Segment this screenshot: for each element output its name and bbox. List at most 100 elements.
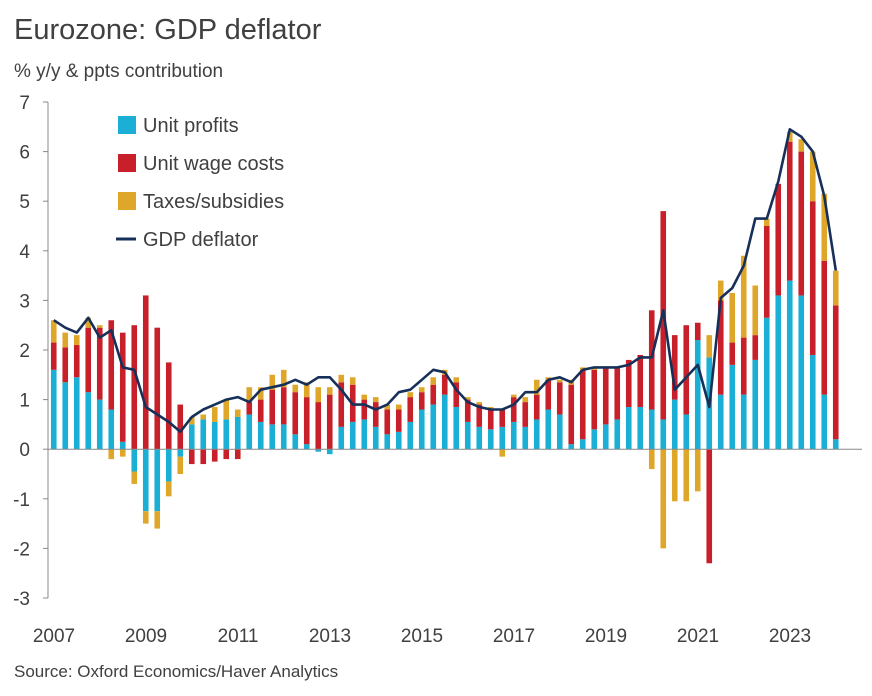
bar-unit-profits [430,404,437,450]
x-tick-label: 2009 [125,626,167,647]
bar-unit-profits [372,426,379,450]
bar-unit-profits [142,449,149,512]
bar-unit-profits [223,419,230,450]
bar-taxes-subsidies [96,325,103,328]
bar-taxes-subsidies [407,392,414,398]
bar-unit-profits [510,421,517,450]
bar-unit-wage-costs [200,449,207,465]
bar-taxes-subsidies [372,397,379,403]
bar-taxes-subsidies [556,379,563,383]
bar-taxes-subsidies [499,449,506,457]
bar-taxes-subsidies [430,377,437,385]
bar-unit-wage-costs [142,295,149,450]
bar-unit-wage-costs [637,354,644,408]
bar-unit-profits [763,317,770,450]
bar-unit-wage-costs [177,404,184,450]
bar-unit-profits [131,449,138,472]
bar-unit-profits [786,280,793,450]
bar-taxes-subsidies [706,335,713,358]
y-tick-label: 4 [19,242,30,263]
bar-taxes-subsidies [476,402,483,405]
legend-swatch-taxes-subsidies [118,192,136,210]
bar-taxes-subsidies [533,379,540,395]
bar-taxes-subsidies [200,414,207,420]
bar-unit-wage-costs [487,409,494,430]
bar-taxes-subsidies [717,280,724,301]
bar-unit-profits [671,399,678,450]
bar-unit-profits [752,359,759,450]
bar-unit-profits [361,419,368,450]
bar-taxes-subsidies [821,193,828,261]
bar-unit-profits [832,439,839,450]
bar-unit-wage-costs [591,369,598,430]
bar-unit-profits [453,407,460,450]
bar-taxes-subsidies [177,456,184,474]
bar-unit-wage-costs [717,300,724,395]
bar-unit-profits [591,429,598,450]
legend-swatch-unit-wage-costs [118,154,136,172]
bar-taxes-subsidies [648,449,655,470]
x-tick-label: 2013 [309,626,351,647]
gdp-deflator-line [53,128,838,434]
bar-unit-profits [476,426,483,450]
y-tick-label: 2 [19,341,30,362]
legend-label: Taxes/subsidies [143,191,284,213]
bar-taxes-subsidies [257,387,264,400]
y-tick-label: 6 [19,143,30,164]
bar-unit-wage-costs [395,409,402,432]
bar-unit-profits [625,407,632,450]
bar-taxes-subsidies [763,218,770,226]
bar-taxes-subsidies [142,511,149,524]
bar-unit-wage-costs [533,394,540,420]
bar-taxes-subsidies [326,387,333,395]
y-tick-label: 5 [19,192,30,213]
bar-taxes-subsidies [809,151,816,202]
x-tick-label: 2023 [769,626,811,647]
bar-taxes-subsidies [154,511,161,529]
bar-unit-wage-costs [119,332,126,442]
bar-unit-wage-costs [522,402,529,427]
bar-unit-wage-costs [338,382,345,427]
bar-unit-wage-costs [798,151,805,296]
bar-taxes-subsidies [384,404,391,410]
x-tick-label: 2021 [677,626,719,647]
bar-taxes-subsidies [223,399,230,420]
bar-unit-wage-costs [441,374,448,395]
bar-taxes-subsidies [740,255,747,338]
bar-unit-profits [683,414,690,450]
bar-unit-profits [96,399,103,450]
bar-taxes-subsidies [303,382,310,398]
bar-taxes-subsidies [234,409,241,417]
bar-unit-wage-costs [326,394,333,450]
bar-unit-wage-costs [671,335,678,400]
source-note: Source: Oxford Economics/Haver Analytics [14,662,339,681]
bar-taxes-subsidies [694,449,701,492]
bar-unit-profits [165,449,172,482]
bar-taxes-subsidies [119,449,126,457]
bar-unit-profits [418,409,425,450]
bar-unit-wage-costs [280,387,287,425]
bar-unit-wage-costs [694,322,701,341]
bar-unit-profits [694,340,701,450]
bar-taxes-subsidies [73,335,80,346]
bar-unit-wage-costs [73,345,80,378]
bar-unit-profits [545,409,552,450]
bar-unit-wage-costs [292,392,299,435]
x-tick-label: 2015 [401,626,443,647]
bar-unit-profits [602,424,609,450]
bar-unit-profits [85,392,92,450]
bar-unit-wage-costs [568,384,575,445]
bar-unit-wage-costs [648,310,655,410]
bar-taxes-subsidies [453,377,460,383]
bar-unit-wage-costs [108,320,115,410]
bar-unit-wage-costs [556,382,563,415]
bar-unit-wage-costs [510,397,517,422]
bar-taxes-subsidies [510,394,517,398]
bar-unit-profits [338,426,345,450]
bar-unit-wage-costs [269,389,276,425]
bar-unit-wage-costs [602,367,609,425]
bar-unit-wage-costs [464,399,471,422]
bar-unit-profits [775,295,782,450]
bar-unit-profits [568,444,575,450]
bar-unit-wage-costs [407,397,414,422]
